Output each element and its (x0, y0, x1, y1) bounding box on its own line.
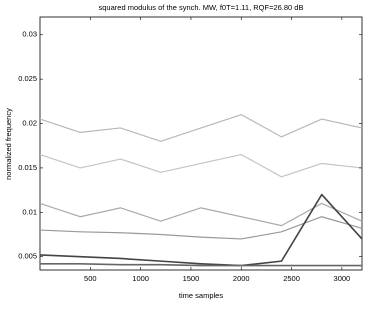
x-tick-label: 3000 (334, 274, 351, 283)
chart: squared modulus of the synch. MW, f0T=1.… (0, 0, 390, 317)
x-tick-label: 500 (84, 274, 97, 283)
x-tick-label: 2000 (233, 274, 250, 283)
y-tick-label: 0.005 (18, 252, 37, 261)
chart-title: squared modulus of the synch. MW, f0T=1.… (99, 3, 304, 12)
x-tick-label: 1500 (183, 274, 200, 283)
page: squared modulus of the synch. MW, f0T=1.… (0, 0, 390, 317)
y-tick-label: 0.025 (18, 74, 37, 83)
y-tick-label: 0.015 (18, 163, 37, 172)
y-tick-label: 0.02 (22, 119, 37, 128)
y-axis-label: normalized frequency (4, 108, 13, 180)
x-tick-label: 2500 (283, 274, 300, 283)
y-tick-label: 0.01 (22, 207, 37, 216)
x-axis-label: time samples (179, 291, 223, 300)
x-tick-label: 1000 (132, 274, 149, 283)
y-tick-label: 0.03 (22, 30, 37, 39)
